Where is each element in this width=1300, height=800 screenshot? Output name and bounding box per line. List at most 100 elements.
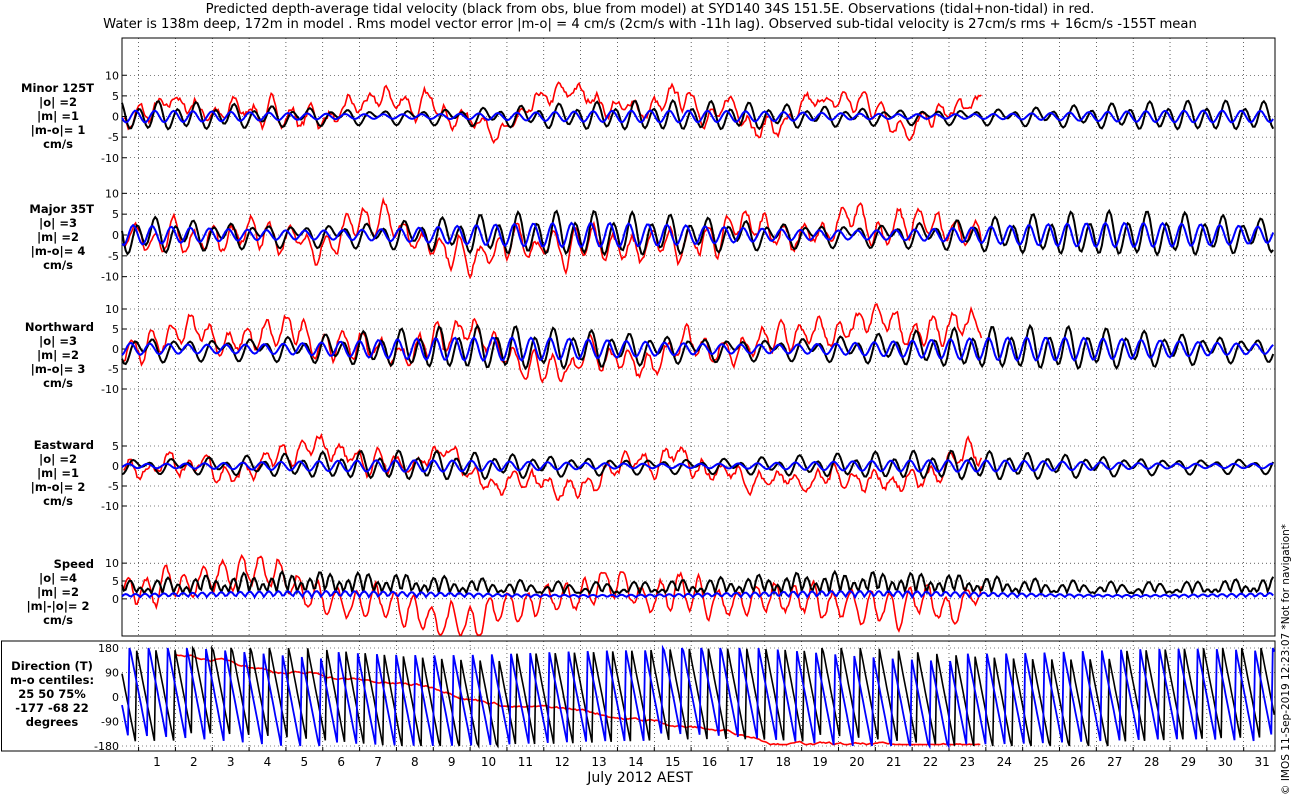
x-tick-label: 6 <box>337 755 345 769</box>
direction-label-line: m-o centiles: <box>10 673 94 687</box>
panel-label-line: |o| =3 <box>39 216 77 230</box>
panel-label-line: Minor 125T <box>21 81 94 95</box>
obs-tidal-line <box>121 323 1275 371</box>
title-line-2: Water is 138m deep, 172m in model . Rms … <box>103 17 1197 32</box>
model-tidal-line <box>121 109 1274 124</box>
x-tick-label: 12 <box>555 755 570 769</box>
panel-label-line: |m-o|= 2 <box>31 480 86 494</box>
x-tick-label: 23 <box>960 755 975 769</box>
x-tick-label: 20 <box>849 755 864 769</box>
x-tick-label: 21 <box>886 755 901 769</box>
main-plot-frame <box>121 37 1276 637</box>
model-tidal-line <box>121 589 1274 600</box>
y-tick-label: 5 <box>112 440 119 453</box>
y-tick-label: -5 <box>108 480 119 493</box>
y-tick-label: -5 <box>108 250 119 263</box>
direction-label-line: degrees <box>26 715 79 729</box>
x-tick-label: 26 <box>1070 755 1085 769</box>
x-tick-label: 28 <box>1144 755 1159 769</box>
observations-line <box>123 196 983 280</box>
y-tick-label: 10 <box>105 69 119 82</box>
credit-note: © IMOS 11-Sep-2019 12:23:07 *Not for nav… <box>1280 524 1292 795</box>
x-tick-label: 27 <box>1107 755 1122 769</box>
observations-line <box>123 432 983 502</box>
y-tick-label: -5 <box>108 131 119 144</box>
y-tick-label: 0 <box>112 460 119 473</box>
x-tick-label: 14 <box>628 755 643 769</box>
panel-label-line: |m| =1 <box>37 109 79 123</box>
y-tick-label: 0 <box>112 593 119 606</box>
y-tick-label: 5 <box>112 90 119 103</box>
panel-label-line: |o| =2 <box>39 95 77 109</box>
panel-label-line: |o| =3 <box>39 334 77 348</box>
model-tidal-line <box>121 335 1274 362</box>
chart-title: Predicted depth-average tidal velocity (… <box>0 2 1300 32</box>
x-tick-label: 24 <box>997 755 1012 769</box>
direction-label-line: 25 50 75% <box>18 687 86 701</box>
y-tick-label: 0 <box>112 229 119 242</box>
panel-label-line: |m| =2 <box>37 348 79 362</box>
x-tick-label: 31 <box>1254 755 1269 769</box>
x-tick-label: 17 <box>739 755 754 769</box>
x-tick-label: 18 <box>776 755 791 769</box>
x-tick-label: 8 <box>411 755 419 769</box>
x-tick-label: 11 <box>518 755 533 769</box>
y-tick-label: -5 <box>108 363 119 376</box>
x-tick-label: 10 <box>481 755 496 769</box>
y-tick-label: 10 <box>105 303 119 316</box>
x-tick-label: 30 <box>1218 755 1233 769</box>
model-tidal-line <box>121 221 1275 249</box>
panel-label-line: |o| =2 <box>39 452 77 466</box>
panel-label-line: |m-o|= 3 <box>31 362 86 376</box>
panel-label-line: Northward <box>25 320 94 334</box>
y-tick-label: 10 <box>105 557 119 570</box>
panel-label-line: Speed <box>54 557 94 571</box>
x-tick-label: 13 <box>591 755 606 769</box>
x-tick-label: 16 <box>702 755 717 769</box>
panel-label-line: |m|-|o|= 2 <box>26 599 89 613</box>
panel-label-line: |m| =2 <box>37 585 79 599</box>
y-tick-label: 0 <box>112 111 119 124</box>
x-axis-label: July 2012 AEST <box>586 770 693 786</box>
y-tick-label: -10 <box>101 383 119 396</box>
x-tick-label: 5 <box>301 755 309 769</box>
panel-label-line: cm/s <box>43 258 73 272</box>
direction-model-tidal-line <box>121 644 1276 750</box>
y-tick-label: 10 <box>105 187 119 200</box>
direction-y-tick-label: -180 <box>94 740 119 753</box>
y-tick-label: -10 <box>101 500 119 513</box>
direction-label-line: Direction (T) <box>11 659 93 673</box>
y-tick-label: 5 <box>112 575 119 588</box>
model-tidal-line <box>121 459 1274 473</box>
direction-y-tick-label: 90 <box>105 667 119 680</box>
panel-label-line: cm/s <box>43 137 73 151</box>
panel-label-line: cm/s <box>43 376 73 390</box>
y-tick-label: 5 <box>112 208 119 221</box>
x-tick-label: 29 <box>1181 755 1196 769</box>
title-line-1: Predicted depth-average tidal velocity (… <box>205 2 1095 17</box>
x-tick-label: 1 <box>153 755 161 769</box>
panel-label-line: cm/s <box>43 494 73 508</box>
x-tick-label: 25 <box>1033 755 1048 769</box>
observations-line <box>123 303 983 384</box>
panel-label-line: |m-o|= 1 <box>31 123 86 137</box>
panel-label-line: |m| =2 <box>37 230 79 244</box>
panel-label-line: |m| =1 <box>37 466 79 480</box>
direction-y-tick-label: -90 <box>101 716 119 729</box>
y-tick-label: 5 <box>112 323 119 336</box>
x-tick-label: 2 <box>190 755 198 769</box>
panel-label-line: Major 35T <box>29 202 94 216</box>
direction-observations-line <box>175 653 981 746</box>
direction-y-tick-label: 0 <box>112 691 119 704</box>
direction-label-line: -177 -68 22 <box>15 701 89 715</box>
panel-label-line: Eastward <box>34 438 94 452</box>
y-tick-label: -10 <box>101 271 119 284</box>
x-tick-label: 22 <box>923 755 938 769</box>
y-tick-label: 0 <box>112 343 119 356</box>
x-tick-label: 15 <box>665 755 680 769</box>
direction-y-tick-label: 180 <box>98 642 119 655</box>
x-tick-label: 4 <box>264 755 272 769</box>
panel-label-line: |o| =4 <box>39 571 77 585</box>
panel-label-line: cm/s <box>43 613 73 627</box>
